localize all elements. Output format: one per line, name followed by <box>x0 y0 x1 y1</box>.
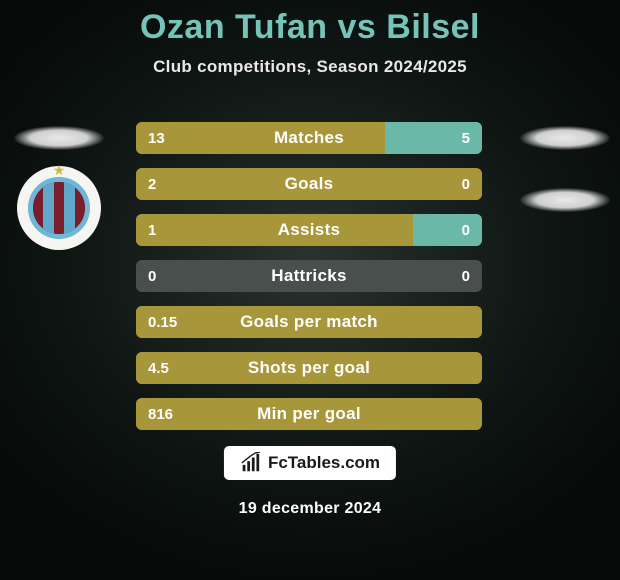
club-badge-left: ★ <box>17 166 101 250</box>
content-root: Ozan Tufan vs Bilsel Club competitions, … <box>0 0 620 77</box>
player-left-placeholder <box>14 126 104 150</box>
bar-row: 13Matches5 <box>136 122 482 154</box>
club-badge-stripes <box>33 182 85 234</box>
footer-brand-text: FcTables.com <box>268 453 380 473</box>
club-badge-left-inner <box>28 177 90 239</box>
bar-row: 2Goals0 <box>136 168 482 200</box>
bar-row: 4.5Shots per goal <box>136 352 482 384</box>
bar-label: Assists <box>136 214 482 246</box>
comparison-bars: 13Matches52Goals01Assists00Hattricks00.1… <box>136 122 482 430</box>
chart-icon <box>240 452 262 474</box>
bar-row: 0.15Goals per match <box>136 306 482 338</box>
bar-label: Goals <box>136 168 482 200</box>
bar-label: Min per goal <box>136 398 482 430</box>
bar-label: Hattricks <box>136 260 482 292</box>
player-left-column: ★ <box>14 126 104 250</box>
page-title: Ozan Tufan vs Bilsel <box>0 0 620 47</box>
bar-row: 816Min per goal <box>136 398 482 430</box>
player-right-placeholder <box>520 126 610 150</box>
bar-value-right: 5 <box>462 122 470 154</box>
bar-row: 0Hattricks0 <box>136 260 482 292</box>
bar-value-right: 0 <box>462 214 470 246</box>
bar-label: Shots per goal <box>136 352 482 384</box>
bar-value-right: 0 <box>462 260 470 292</box>
page-subtitle: Club competitions, Season 2024/2025 <box>0 57 620 77</box>
player-right-column <box>520 126 610 212</box>
footer-date: 19 december 2024 <box>239 500 382 518</box>
footer-brand-badge: FcTables.com <box>224 446 396 480</box>
bar-label: Matches <box>136 122 482 154</box>
bar-value-right: 0 <box>462 168 470 200</box>
bar-row: 1Assists0 <box>136 214 482 246</box>
bar-label: Goals per match <box>136 306 482 338</box>
club-badge-right-placeholder <box>520 188 610 212</box>
